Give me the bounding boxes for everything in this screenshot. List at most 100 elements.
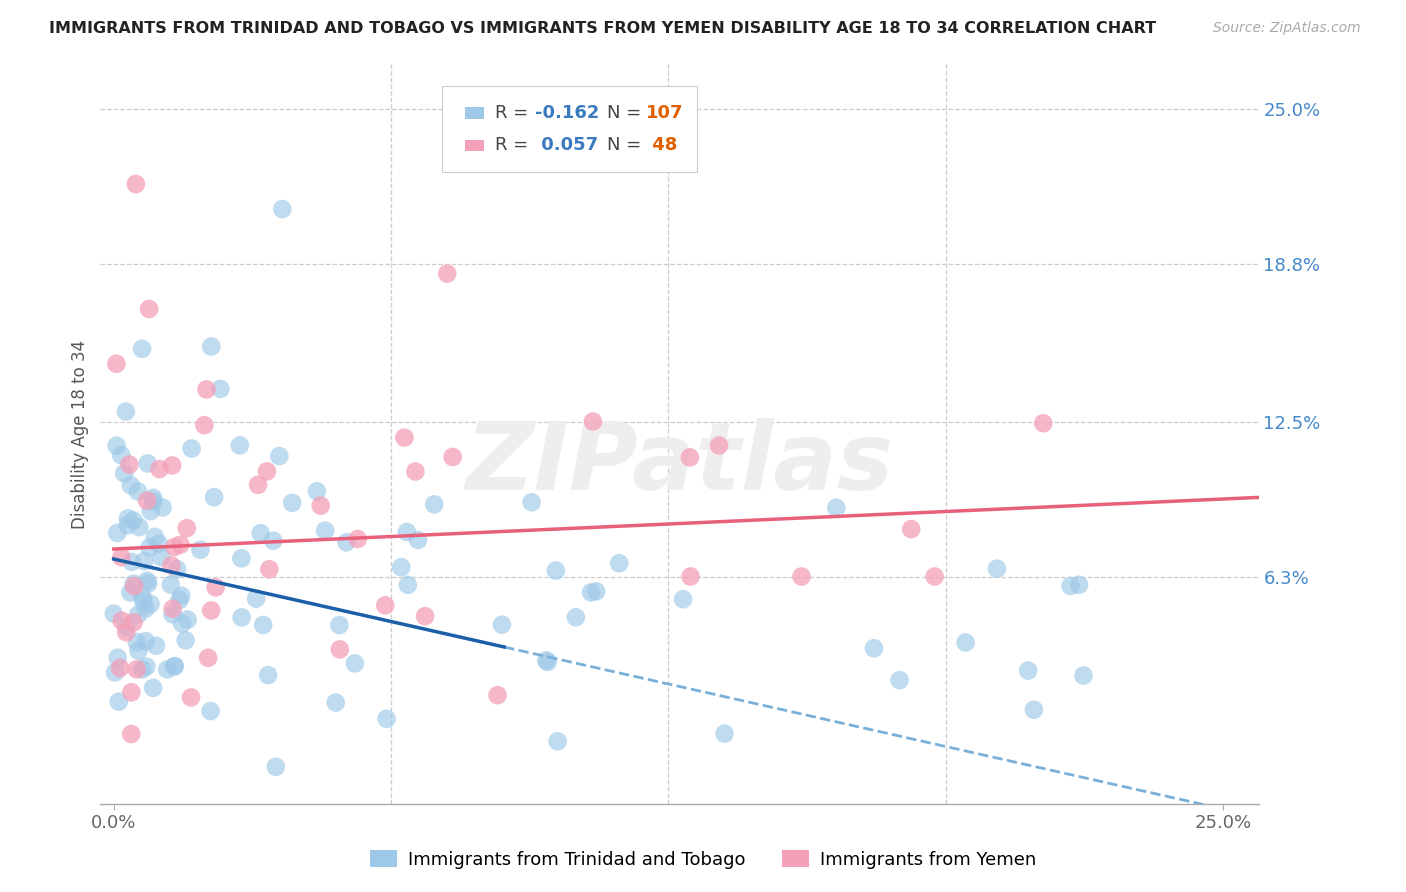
Point	[900, 522, 922, 536]
Point	[122, 576, 145, 591]
Text: -0.162: -0.162	[534, 103, 599, 122]
Point	[1067, 578, 1090, 592]
Point	[135, 634, 157, 648]
Point	[162, 607, 184, 622]
Point	[163, 540, 186, 554]
FancyBboxPatch shape	[465, 107, 484, 119]
Point	[136, 576, 159, 591]
FancyBboxPatch shape	[441, 87, 697, 172]
Point	[257, 668, 280, 682]
Point	[139, 597, 162, 611]
Point	[436, 267, 458, 281]
Point	[148, 537, 170, 551]
Point	[314, 524, 336, 538]
Point	[108, 661, 131, 675]
Point	[394, 431, 416, 445]
Point	[120, 478, 142, 492]
Point	[108, 695, 131, 709]
Point	[162, 601, 184, 615]
Point	[328, 618, 350, 632]
Text: R =: R =	[495, 103, 534, 122]
Point	[231, 610, 253, 624]
Point	[200, 603, 222, 617]
Point	[107, 650, 129, 665]
Point	[955, 635, 977, 649]
Point	[413, 609, 436, 624]
Point	[120, 727, 142, 741]
Point	[375, 712, 398, 726]
Point	[924, 569, 946, 583]
Y-axis label: Disability Age 18 to 34: Disability Age 18 to 34	[72, 340, 89, 529]
Point	[163, 659, 186, 673]
Point	[825, 500, 848, 515]
Point	[132, 594, 155, 608]
Point	[170, 589, 193, 603]
Point	[127, 484, 149, 499]
Point	[125, 635, 148, 649]
Point	[193, 418, 215, 433]
Point	[195, 383, 218, 397]
Point	[607, 556, 630, 570]
Point	[110, 550, 132, 565]
Text: 48: 48	[645, 136, 678, 154]
Point	[790, 569, 813, 583]
Point	[544, 564, 567, 578]
Point	[262, 533, 284, 548]
Point	[252, 618, 274, 632]
Point	[160, 558, 183, 573]
Point	[122, 579, 145, 593]
Point	[537, 655, 560, 669]
Point	[122, 615, 145, 630]
Point	[115, 625, 138, 640]
Point	[172, 616, 194, 631]
Point	[138, 301, 160, 316]
Point	[204, 580, 226, 594]
Point	[1073, 668, 1095, 682]
Point	[281, 496, 304, 510]
Point	[491, 617, 513, 632]
Point	[174, 633, 197, 648]
Point	[582, 415, 605, 429]
Point	[889, 673, 911, 688]
Point	[389, 560, 412, 574]
Point	[269, 449, 291, 463]
Point	[374, 599, 396, 613]
Point	[520, 495, 543, 509]
Point	[104, 665, 127, 680]
Text: IMMIGRANTS FROM TRINIDAD AND TOBAGO VS IMMIGRANTS FROM YEMEN DISABILITY AGE 18 T: IMMIGRANTS FROM TRINIDAD AND TOBAGO VS I…	[49, 21, 1156, 37]
Point	[138, 541, 160, 555]
Point	[202, 490, 225, 504]
Point	[142, 681, 165, 695]
Point	[136, 574, 159, 588]
Point	[200, 704, 222, 718]
Point	[117, 511, 139, 525]
Point	[343, 657, 366, 671]
Point	[423, 497, 446, 511]
Point	[176, 613, 198, 627]
Point	[259, 562, 281, 576]
Point	[135, 601, 157, 615]
Point	[579, 585, 602, 599]
Point	[404, 465, 426, 479]
Point	[271, 202, 294, 216]
Point	[125, 177, 148, 191]
Point	[325, 696, 347, 710]
Point	[197, 650, 219, 665]
Point	[117, 518, 139, 533]
Point	[131, 342, 153, 356]
Point	[346, 532, 368, 546]
Text: ZIPatlas: ZIPatlas	[465, 417, 894, 509]
Point	[406, 533, 429, 547]
Point	[145, 639, 167, 653]
Point	[139, 504, 162, 518]
Point	[160, 458, 183, 473]
Point	[122, 513, 145, 527]
Text: R =: R =	[495, 136, 534, 154]
Point	[679, 450, 702, 465]
Point	[120, 685, 142, 699]
Point	[180, 442, 202, 456]
Point	[229, 438, 252, 452]
Point	[713, 726, 735, 740]
Point	[863, 641, 886, 656]
Text: Source: ZipAtlas.com: Source: ZipAtlas.com	[1213, 21, 1361, 36]
